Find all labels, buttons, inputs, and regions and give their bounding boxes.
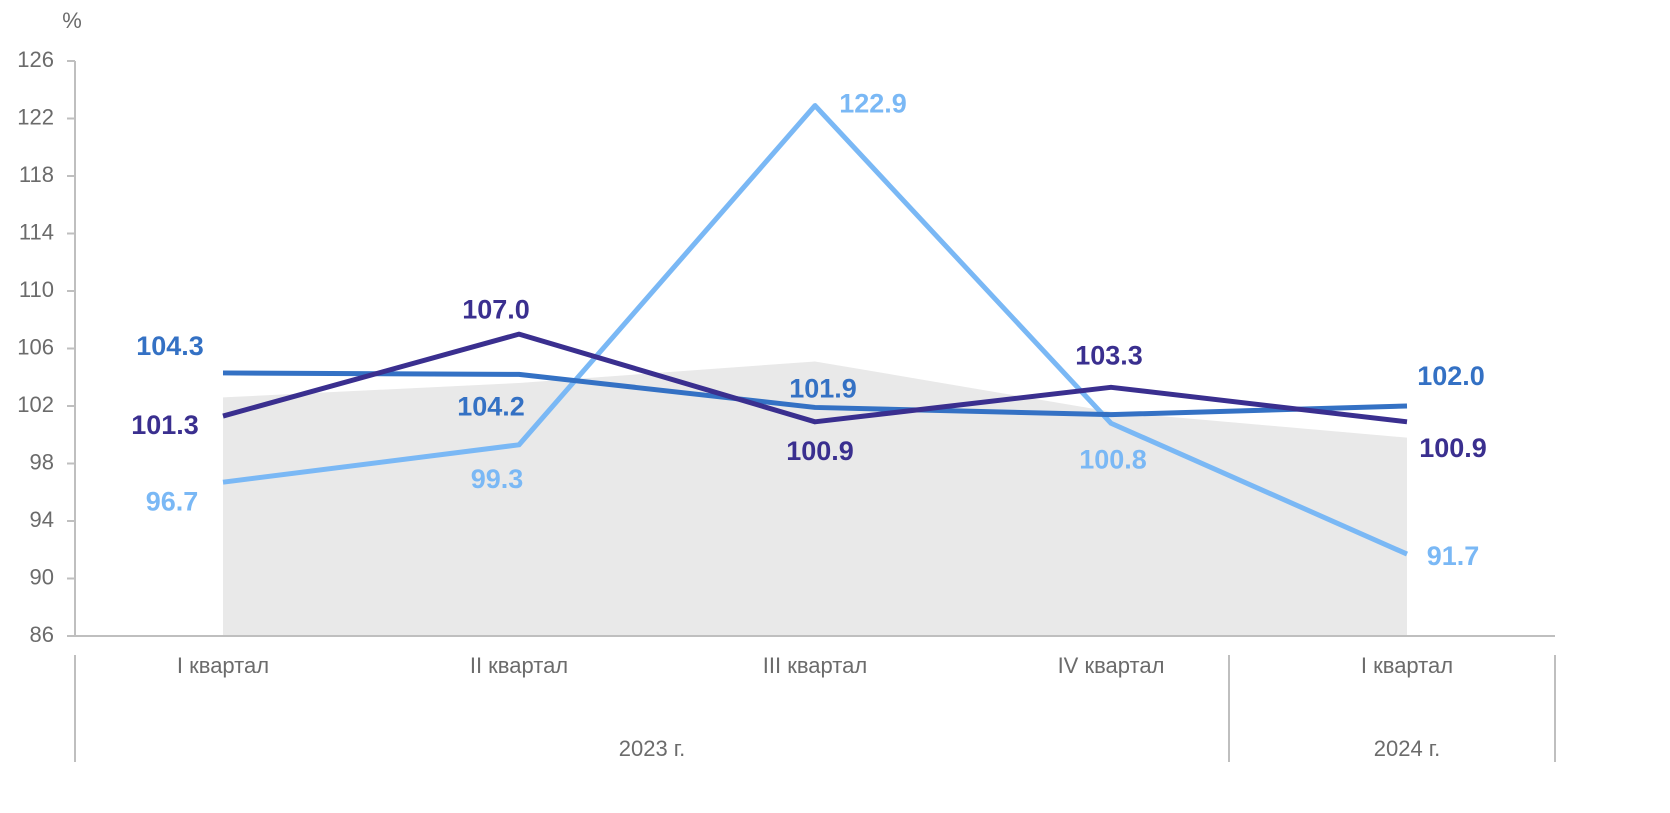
y-tick-label: 102 (17, 392, 54, 417)
data-label: 100.9 (786, 436, 854, 466)
x-tick-label: III квартал (763, 653, 867, 678)
data-label: 91.7 (1427, 541, 1480, 571)
data-label: 101.9 (789, 374, 857, 404)
area (223, 361, 1407, 636)
x-tick-label: I квартал (177, 653, 269, 678)
y-tick-label: 110 (19, 277, 54, 302)
x-tick-label: I квартал (1361, 653, 1453, 678)
series-line (222, 103, 1409, 557)
data-label: 100.8 (1079, 444, 1147, 474)
group-label: 2024 г. (1374, 736, 1441, 761)
y-tick-label: 122 (17, 104, 54, 129)
y-tick-label: 126 (17, 47, 54, 72)
data-label: 102.0 (1417, 361, 1485, 391)
data-label: 99.3 (471, 464, 524, 494)
series-line (222, 331, 1408, 425)
data-label: 100.9 (1419, 433, 1487, 463)
data-label: 104.3 (136, 331, 204, 361)
y-unit-label: % (62, 8, 82, 33)
y-tick-label: 106 (17, 334, 54, 359)
series-line (222, 370, 1408, 418)
data-label: 103.3 (1075, 340, 1143, 370)
data-label: 104.2 (457, 392, 525, 422)
x-tick-label: IV квартал (1058, 653, 1165, 678)
y-tick-label: 118 (19, 162, 54, 187)
y-tick-label: 90 (30, 564, 54, 589)
data-label: 96.7 (146, 486, 199, 516)
y-tick-label: 114 (19, 219, 54, 244)
group-label: 2023 г. (619, 736, 686, 761)
y-tick-label: 86 (30, 622, 54, 647)
y-tick-label: 94 (30, 507, 54, 532)
data-label: 107.0 (462, 294, 530, 324)
data-label: 101.3 (131, 410, 199, 440)
data-label: 122.9 (839, 89, 907, 119)
y-tick-label: 98 (30, 449, 54, 474)
x-tick-label: II квартал (470, 653, 568, 678)
